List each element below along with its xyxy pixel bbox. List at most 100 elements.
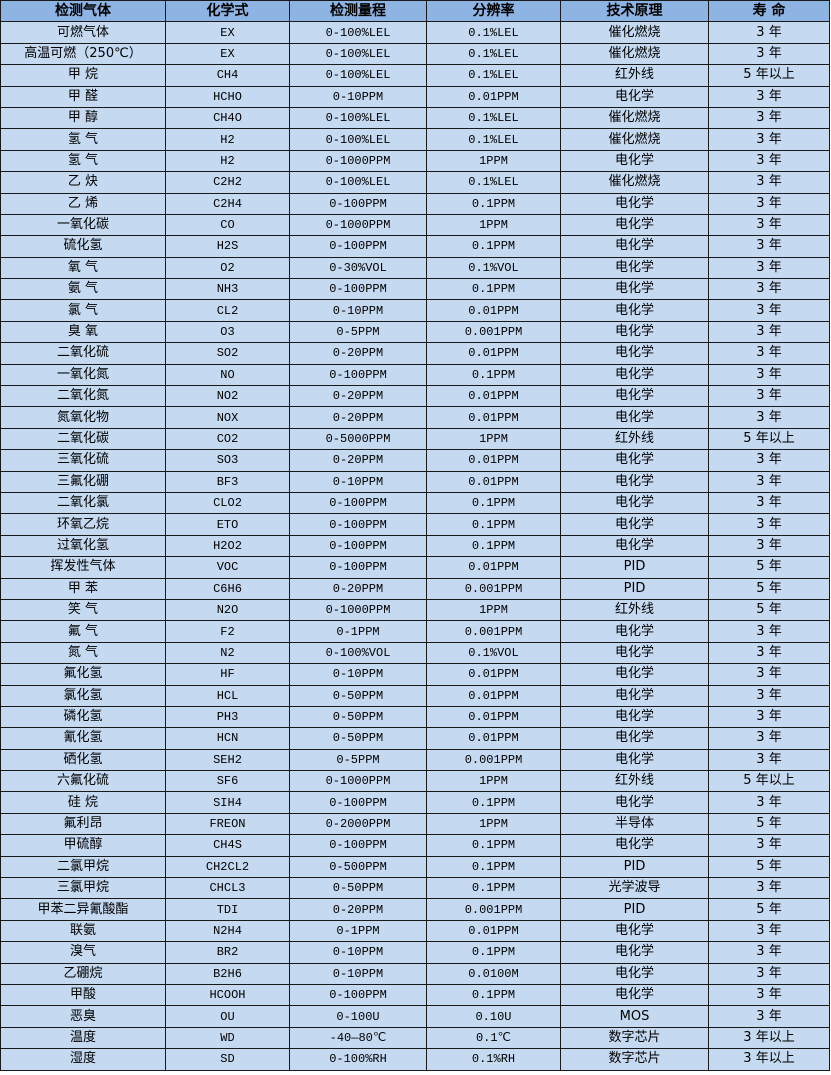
- cell-range: -40—80℃: [289, 1026, 427, 1050]
- cell-gas: 挥发性气体: [0, 556, 166, 579]
- cell-gas: 氢 气: [0, 128, 166, 151]
- cell-resolution: 1PPM: [426, 770, 561, 793]
- cell-principle: 电化学: [560, 149, 709, 173]
- cell-gas: 臭 氧: [0, 320, 166, 344]
- cell-gas: 乙 烯: [0, 192, 166, 215]
- cell-gas: 温度: [0, 1026, 166, 1050]
- cell-resolution: 0.01PPM: [426, 470, 561, 493]
- cell-range: 0-1000PPM: [289, 770, 427, 793]
- table-row: 笑 气 N2O 0-1000PPM 1PPM 红外线 5 年: [0, 598, 830, 622]
- cell-range: 0-20PPM: [289, 385, 427, 408]
- cell-range: 0-20PPM: [289, 342, 427, 365]
- cell-principle: 电化学: [560, 470, 709, 493]
- cell-formula: SD: [165, 1048, 290, 1071]
- cell-gas: 二氧化氮: [0, 385, 166, 408]
- cell-gas: 甲苯二异氰酸酯: [0, 898, 166, 921]
- cell-range: 0-500PPM: [289, 855, 427, 879]
- cell-lifetime: 5 年: [708, 598, 830, 622]
- cell-principle: 催化燃烧: [560, 21, 709, 44]
- cell-gas: 甲酸: [0, 983, 166, 1007]
- table-row: 联氨 N2H4 0-1PPM 0.01PPM 电化学 3 年: [0, 919, 830, 943]
- cell-lifetime: 3 年: [708, 919, 830, 943]
- cell-range: 0-10PPM: [289, 962, 427, 985]
- table-header-row: 检测气体 化学式 检测量程 分辨率 技术原理 寿 命: [0, 0, 830, 23]
- cell-lifetime: 5 年: [708, 577, 830, 600]
- cell-principle: 电化学: [560, 748, 709, 772]
- cell-gas: 甲 醛: [0, 85, 166, 108]
- cell-range: 0-2000PPM: [289, 812, 427, 836]
- cell-range: 0-1PPM: [289, 919, 427, 943]
- cell-formula: EX: [165, 42, 290, 66]
- cell-lifetime: 3 年: [708, 470, 830, 493]
- cell-resolution: 0.001PPM: [426, 320, 561, 344]
- cell-lifetime: 3 年: [708, 192, 830, 215]
- cell-lifetime: 3 年: [708, 748, 830, 772]
- cell-range: 0-100PPM: [289, 534, 427, 558]
- cell-principle: 电化学: [560, 727, 709, 750]
- table-row: 湿度 SD 0-100%RH 0.1%RH 数字芯片 3 年以上: [0, 1048, 830, 1071]
- cell-resolution: 0.1%LEL: [426, 21, 561, 44]
- table-row: 甲 烷 CH4 0-100%LEL 0.1%LEL 红外线 5 年以上: [0, 64, 830, 87]
- cell-gas: 一氧化碳: [0, 213, 166, 237]
- cell-resolution: 0.001PPM: [426, 620, 561, 643]
- cell-lifetime: 3 年: [708, 941, 830, 964]
- cell-range: 0-10PPM: [289, 663, 427, 686]
- cell-resolution: 0.10U: [426, 1005, 561, 1028]
- cell-formula: O2: [165, 256, 290, 280]
- cell-lifetime: 3 年: [708, 278, 830, 301]
- cell-lifetime: 3 年: [708, 877, 830, 900]
- cell-range: 0-100PPM: [289, 363, 427, 387]
- cell-principle: 电化学: [560, 513, 709, 536]
- cell-formula: CH2CL2: [165, 855, 290, 879]
- cell-lifetime: 5 年以上: [708, 770, 830, 793]
- cell-principle: 电化学: [560, 834, 709, 857]
- table-row: 硅 烷 SIH4 0-100PPM 0.1PPM 电化学 3 年: [0, 791, 830, 814]
- table-row: 甲 醛 HCHO 0-10PPM 0.01PPM 电化学 3 年: [0, 85, 830, 108]
- cell-range: 0-10PPM: [289, 941, 427, 964]
- cell-principle: 催化燃烧: [560, 171, 709, 194]
- cell-principle: 电化学: [560, 491, 709, 515]
- cell-formula: HCHO: [165, 85, 290, 108]
- cell-gas: 甲 醇: [0, 106, 166, 130]
- cell-lifetime: 3 年: [708, 684, 830, 707]
- cell-formula: CHCL3: [165, 877, 290, 900]
- cell-resolution: 0.1%RH: [426, 1048, 561, 1071]
- table-row: 一氧化碳 CO 0-1000PPM 1PPM 电化学 3 年: [0, 213, 830, 237]
- cell-resolution: 0.01PPM: [426, 919, 561, 943]
- cell-formula: HCOOH: [165, 983, 290, 1007]
- cell-principle: 电化学: [560, 941, 709, 964]
- cell-formula: SO3: [165, 449, 290, 472]
- cell-resolution: 0.1%LEL: [426, 106, 561, 130]
- cell-resolution: 0.1PPM: [426, 192, 561, 215]
- cell-range: 0-20PPM: [289, 406, 427, 429]
- table-row: 氯 气 CL2 0-10PPM 0.01PPM 电化学 3 年: [0, 299, 830, 322]
- cell-resolution: 0.01PPM: [426, 299, 561, 322]
- header-resolution: 分辨率: [426, 0, 561, 23]
- header-formula: 化学式: [165, 0, 290, 23]
- cell-range: 0-100PPM: [289, 834, 427, 857]
- cell-range: 0-10PPM: [289, 299, 427, 322]
- cell-formula: NOX: [165, 406, 290, 429]
- table-row: 环氧乙烷 ETO 0-100PPM 0.1PPM 电化学 3 年: [0, 513, 830, 536]
- cell-range: 0-100PPM: [289, 556, 427, 579]
- cell-principle: 电化学: [560, 705, 709, 729]
- cell-range: 0-5PPM: [289, 320, 427, 344]
- cell-gas: 氧 气: [0, 256, 166, 280]
- cell-lifetime: 3 年: [708, 406, 830, 429]
- cell-gas: 氟化氢: [0, 663, 166, 686]
- cell-gas: 联氨: [0, 919, 166, 943]
- cell-range: 0-100PPM: [289, 235, 427, 258]
- cell-principle: 数字芯片: [560, 1048, 709, 1071]
- cell-gas: 二氧化碳: [0, 427, 166, 451]
- cell-formula: VOC: [165, 556, 290, 579]
- cell-formula: C2H2: [165, 171, 290, 194]
- cell-formula: CO: [165, 213, 290, 237]
- cell-lifetime: 3 年以上: [708, 1048, 830, 1071]
- cell-lifetime: 5 年: [708, 812, 830, 836]
- cell-range: 0-100%LEL: [289, 106, 427, 130]
- table-row: 氢 气 H2 0-100%LEL 0.1%LEL 催化燃烧 3 年: [0, 128, 830, 151]
- cell-principle: MOS: [560, 1005, 709, 1028]
- cell-principle: 电化学: [560, 320, 709, 344]
- cell-formula: O3: [165, 320, 290, 344]
